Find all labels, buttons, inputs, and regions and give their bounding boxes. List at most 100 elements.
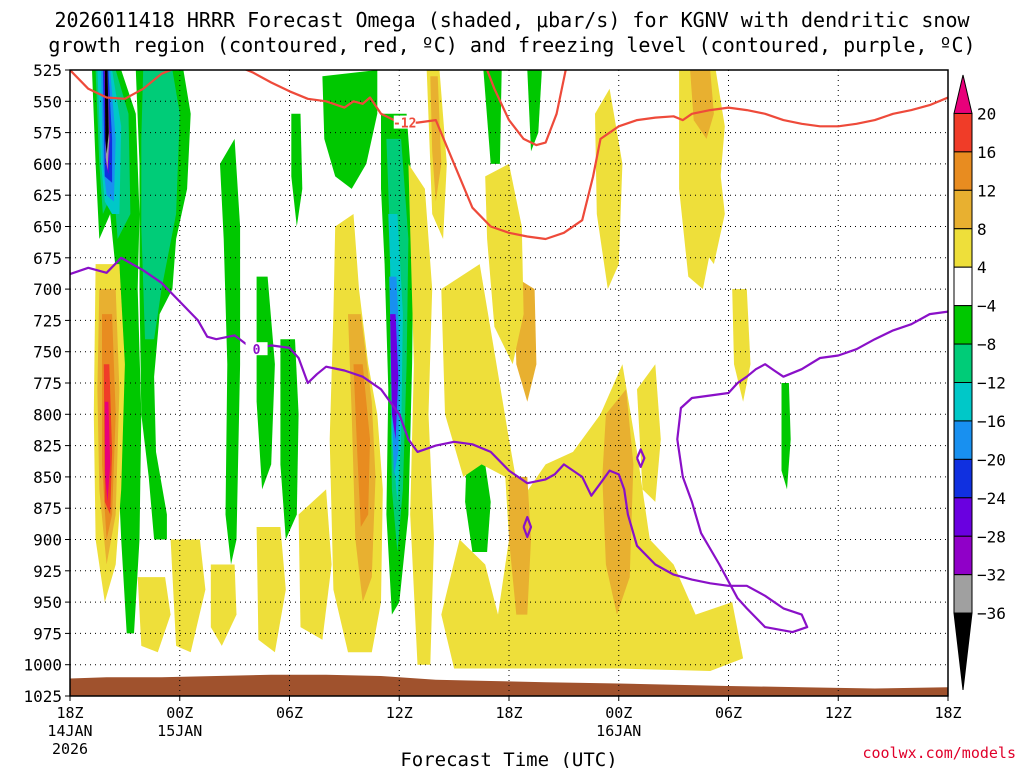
y-tick-label: 775: [33, 374, 62, 393]
omega-region-yellow: [637, 364, 661, 502]
colorbar-label: 16: [977, 143, 996, 162]
colorbar-bin-orange: [953, 151, 973, 191]
y-tick-label: 875: [33, 499, 62, 518]
colorbar: 20 16 12 8 4 −4 −8 −12 −16 −20 −24 −28 −32 −36: [953, 74, 1006, 691]
y-tick-label: 850: [33, 468, 62, 487]
omega-region-gold: [509, 476, 531, 615]
colorbar-bin-purple: [953, 535, 973, 576]
omega-region-yellow: [170, 539, 206, 653]
dgz-contour-line: [486, 70, 567, 147]
omega-region-magenta: [104, 401, 111, 502]
omega-region-green: [322, 70, 378, 189]
y-tick-label: 800: [33, 405, 62, 424]
omega-region-gold: [430, 76, 442, 202]
freezing-level-contour-line: [70, 256, 948, 634]
y-tick-label: 950: [33, 593, 62, 612]
freezing-level-contour-label-bg: [245, 342, 268, 356]
colorbar-label: 20: [977, 104, 996, 123]
dgz-contour-line: [70, 70, 948, 241]
y-tick-label: 750: [33, 343, 62, 362]
y-tick-label: 1025: [23, 687, 62, 706]
y-tick-label: 725: [33, 311, 62, 330]
colorbar-label: 12: [977, 181, 996, 200]
y-tick-label: 675: [33, 249, 62, 268]
y-tick-label: 700: [33, 280, 62, 299]
omega-region-violet: [390, 314, 399, 440]
colorbar-bin-violet: [953, 497, 973, 537]
x-tick-label: 12Z: [825, 704, 852, 722]
colorbar-bin-gold: [953, 189, 973, 230]
x-tick-label: 18Z: [56, 704, 83, 722]
omega-region-yellow: [485, 163, 524, 365]
colorbar-bin-cyan: [953, 382, 973, 422]
colorbar-label: −12: [977, 374, 1006, 393]
colorbar-bin-green: [953, 305, 973, 345]
x-tick-date-label: 16JAN: [596, 722, 641, 740]
x-tick-date-label: 14JAN: [47, 722, 92, 740]
omega-region-green: [781, 383, 791, 490]
x-tick-label: 00Z: [166, 704, 193, 722]
colorbar-bottom-arrow: [953, 612, 973, 691]
omega-region-yellow: [256, 527, 286, 653]
omega-region-yellow: [441, 264, 744, 671]
omega-region-yellow: [210, 564, 237, 646]
colorbar-label: −24: [977, 489, 1006, 508]
contour-lines: -12 0: [70, 70, 948, 634]
y-tick-label: 600: [33, 155, 62, 174]
x-tick-label: 06Z: [276, 704, 303, 722]
y-tick-label: 1000: [23, 656, 62, 675]
omega-region-green: [291, 113, 303, 227]
x-tick-label: 06Z: [715, 704, 742, 722]
y-tick-label: 525: [33, 61, 62, 80]
colorbar-label: 8: [977, 220, 987, 239]
y-tick-label: 925: [33, 562, 62, 581]
freezing-level-contour-line: [522, 515, 533, 539]
colorbar-label: −32: [977, 566, 1006, 585]
omega-region-yellow: [688, 163, 725, 265]
x-tick-label: 18Z: [495, 704, 522, 722]
x-tick-label: 18Z: [934, 704, 961, 722]
omega-region-green: [465, 451, 491, 552]
dgz-contour-label-bg: [393, 115, 416, 129]
omega-shading: [92, 70, 791, 671]
omega-region-green: [280, 339, 299, 540]
colorbar-label: −28: [977, 527, 1006, 546]
colorbar-bin-teal: [953, 343, 973, 383]
omega-region-yellow: [298, 489, 332, 640]
omega-region-yellow: [732, 289, 751, 402]
colorbar-bin-yellow: [953, 228, 973, 268]
omega-region-yellow: [595, 88, 623, 290]
freezing-level-contour-label: 0: [253, 343, 261, 358]
colorbar-label: −16: [977, 412, 1006, 431]
dgz-contour-label: -12: [393, 117, 416, 132]
colorbar-bin-white: [953, 266, 973, 307]
colorbar-bin-red: [953, 112, 973, 153]
omega-region-yellow: [408, 163, 434, 665]
y-axis: 525 550 575 600 625 650 675 700 725 750 775 800 825 8…: [23, 61, 70, 706]
credit-link[interactable]: coolwx.com/models: [862, 744, 1016, 762]
colorbar-label: −20: [977, 450, 1006, 469]
colorbar-bin-lightblue: [953, 420, 973, 460]
y-tick-label: 650: [33, 218, 62, 237]
freezing-level-contour-line: [635, 448, 646, 468]
y-tick-label: 825: [33, 437, 62, 456]
colorbar-label: −4: [977, 297, 996, 316]
colorbar-bin-gray: [953, 574, 973, 614]
x-tick-year-label: 2026: [52, 740, 88, 758]
y-tick-label: 625: [33, 186, 62, 205]
omega-region-yellow: [137, 577, 171, 653]
colorbar-label: −8: [977, 335, 996, 354]
x-tick-label: 00Z: [605, 704, 632, 722]
y-tick-label: 975: [33, 624, 62, 643]
chart-title-line-1: 2026011418 HRRR Forecast Omega (shaded, …: [54, 8, 970, 32]
omega-region-teal: [141, 70, 180, 340]
y-tick-label: 900: [33, 531, 62, 550]
x-tick-label: 12Z: [386, 704, 413, 722]
omega-region-green: [527, 70, 542, 152]
y-tick-label: 550: [33, 92, 62, 111]
omega-region-orange: [353, 364, 370, 527]
colorbar-top-arrow: [953, 74, 973, 114]
x-tick-date-label: 15JAN: [157, 722, 202, 740]
